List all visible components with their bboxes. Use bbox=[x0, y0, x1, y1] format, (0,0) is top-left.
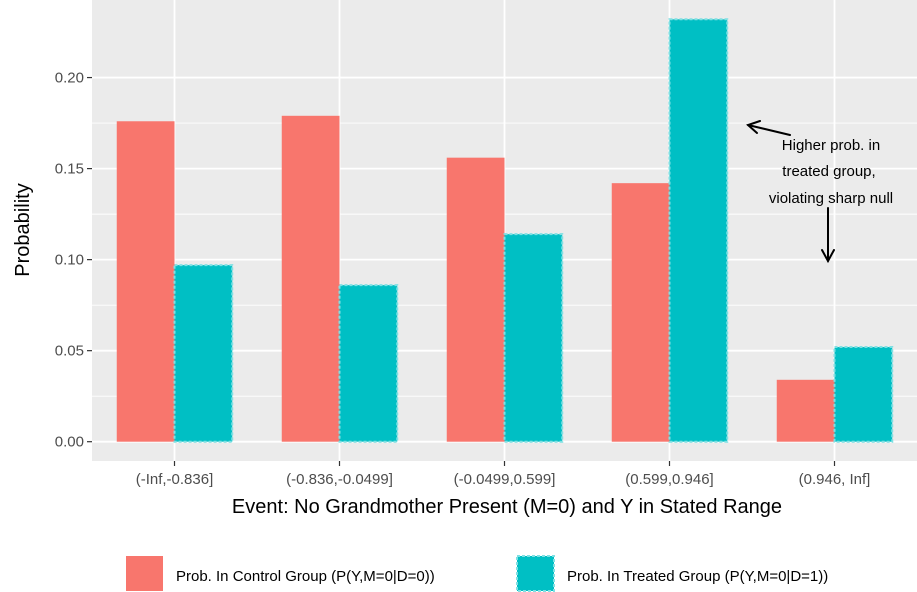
legend-key-treated bbox=[516, 555, 555, 592]
treated-bar bbox=[173, 264, 234, 443]
treated-bar bbox=[338, 284, 399, 443]
arrow-down-icon bbox=[821, 207, 835, 264]
x-tick-label: (-Inf,-0.836] bbox=[136, 471, 214, 488]
y-tick-label: 0.20 bbox=[55, 70, 84, 87]
arrow-left-icon bbox=[746, 120, 791, 136]
x-tick-label: (-0.836,-0.0499] bbox=[286, 471, 393, 488]
x-tick-label: (-0.0499,0.599] bbox=[454, 471, 556, 488]
legend-label-treated: Prob. In Treated Group (P(Y,M=0|D=1)) bbox=[567, 568, 828, 585]
x-axis: (-Inf,-0.836] (-0.836,-0.0499] (-0.0499,0.… bbox=[136, 461, 871, 488]
bars bbox=[116, 18, 894, 443]
x-tick-label: (0.599,0.946] bbox=[625, 471, 713, 488]
treated-bar bbox=[833, 346, 894, 443]
control-bar bbox=[116, 121, 175, 442]
treated-bar bbox=[668, 18, 729, 443]
annotation-line-3: violating sharp null bbox=[769, 190, 893, 207]
y-tick-label: 0.00 bbox=[55, 434, 84, 451]
control-bar bbox=[281, 115, 340, 442]
treated-bar bbox=[503, 233, 564, 443]
legend-key-control bbox=[126, 556, 163, 591]
y-tick-label: 0.05 bbox=[55, 343, 84, 360]
x-axis-title: Event: No Grandmother Present (M=0) and … bbox=[232, 496, 782, 518]
legend: Prob. In Control Group (P(Y,M=0|D=0)) Pr… bbox=[126, 555, 828, 592]
y-tick-label: 0.10 bbox=[55, 252, 84, 269]
annotation: Higher prob. in treated group, violating… bbox=[746, 120, 893, 264]
control-bar bbox=[446, 157, 505, 442]
control-bar bbox=[611, 183, 670, 442]
y-axis-title: Probability bbox=[12, 183, 34, 276]
y-tick-label: 0.15 bbox=[55, 161, 84, 178]
annotation-line-2: treated group, bbox=[782, 163, 875, 180]
x-tick-label: (0.946, Inf] bbox=[799, 471, 871, 488]
legend-label-control: Prob. In Control Group (P(Y,M=0|D=0)) bbox=[176, 568, 435, 585]
annotation-line-1: Higher prob. in bbox=[782, 137, 880, 154]
y-axis: 0.00 0.05 0.10 0.15 0.20 bbox=[55, 70, 92, 451]
control-bar bbox=[776, 379, 835, 442]
